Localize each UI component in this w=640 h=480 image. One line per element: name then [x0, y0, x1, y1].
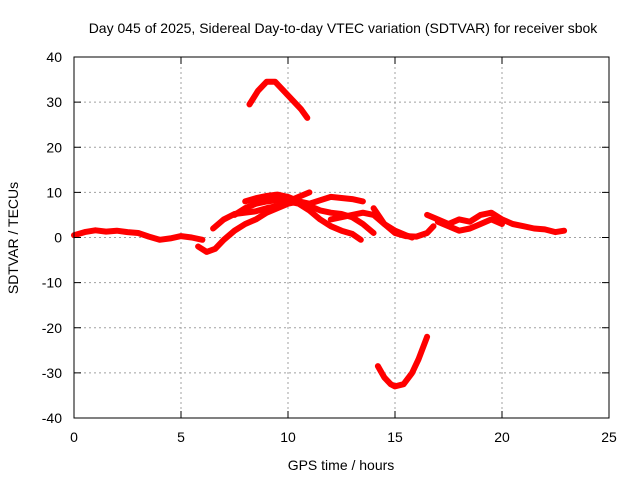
y-tick-label: 10 — [46, 184, 62, 200]
chart-title: Day 045 of 2025, Sidereal Day-to-day VTE… — [89, 20, 599, 36]
series-line-s6 — [263, 193, 366, 207]
y-tick-label: -30 — [42, 365, 62, 381]
y-tick-label: 0 — [54, 230, 62, 246]
series-layer — [71, 78, 568, 390]
x-tick-label: 0 — [70, 429, 78, 445]
series-line-s11 — [424, 209, 568, 236]
y-tick-label: -40 — [42, 410, 62, 426]
y-tick-label: 40 — [46, 49, 62, 65]
x-tick-label: 20 — [494, 429, 510, 445]
grid — [74, 57, 609, 418]
x-tick-label: 10 — [280, 429, 296, 445]
y-axis-label: SDTVAR / TECUs — [5, 182, 21, 294]
x-tick-label: 25 — [601, 429, 617, 445]
y-tick-label: -20 — [42, 320, 62, 336]
series-line-s1 — [71, 227, 206, 243]
series-line-s12 — [434, 216, 505, 234]
y-tick-label: 30 — [46, 94, 62, 110]
y-tick-label: 20 — [46, 139, 62, 155]
series-line-s9 — [327, 209, 416, 241]
ticks: 0 5 10 15 20 25 -40 -30 -20 -10 0 10 20 30 40 — [42, 49, 617, 445]
x-tick-label: 5 — [177, 429, 185, 445]
series-line-s10 — [374, 333, 431, 390]
series-line-s7 — [246, 78, 311, 121]
x-axis-label: GPS time / hours — [288, 457, 395, 473]
x-tick-label: 15 — [387, 429, 403, 445]
y-tick-label: -10 — [42, 275, 62, 291]
